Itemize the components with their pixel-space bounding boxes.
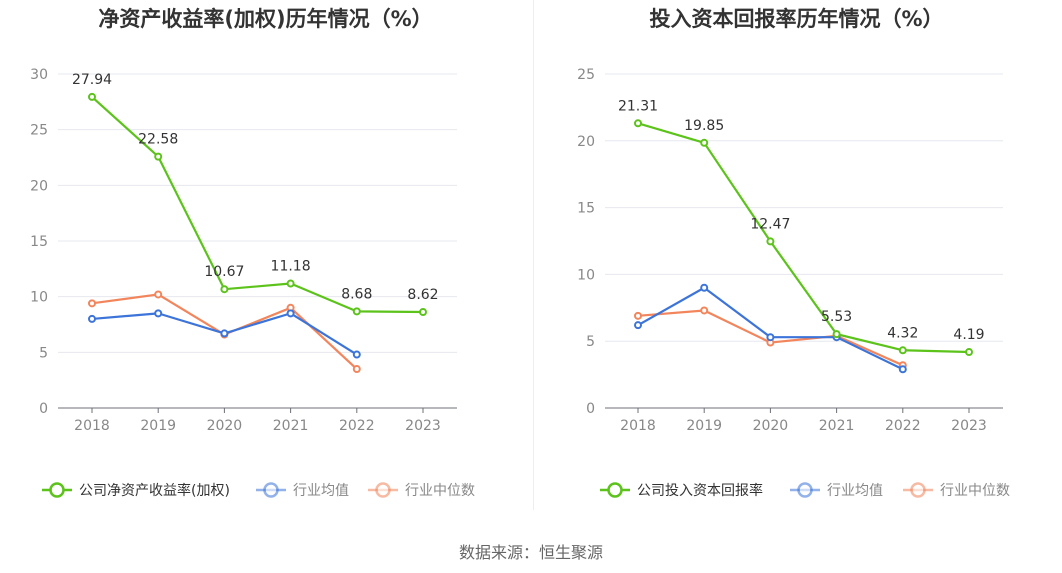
data-point-company[interactable]	[766, 237, 775, 246]
y-tick-label: 0	[39, 401, 48, 417]
data-point-median[interactable]	[352, 365, 361, 374]
data-point-company[interactable]	[88, 92, 96, 101]
legend-label: 行业均值	[293, 483, 349, 499]
x-tick-label: 2020	[753, 418, 789, 434]
data-point-company[interactable]	[220, 285, 229, 294]
data-point-median[interactable]	[700, 306, 709, 315]
legend-marker	[263, 482, 279, 498]
series-line-company	[637, 122, 970, 354]
roic-chart-panel: 投入资本回报率历年情况（%） 0 5 10 15 20 25 2018 2019 2020 202…	[531, 0, 1062, 520]
y-tick-label: 20	[577, 134, 595, 150]
data-point-company[interactable]	[965, 348, 973, 357]
data-label: 21.31	[618, 98, 658, 114]
data-point-company[interactable]	[898, 346, 907, 355]
data-label: 8.62	[407, 287, 438, 303]
legend-label: 行业中位数	[405, 483, 475, 499]
data-point-avg[interactable]	[700, 283, 709, 292]
data-point-company[interactable]	[700, 138, 709, 147]
roic-chart-svg: 0 5 10 15 20 25 2018 2019 2020 2021 2022 2023 21.31 1…	[577, 67, 1010, 499]
x-tick-label: 2019	[686, 418, 722, 434]
x-tick-label: 2021	[273, 418, 309, 434]
roe-chart-svg: 0 5 10 15 20 25 30 2018 2019 2020 2021 2022 2023 27.9…	[30, 67, 475, 499]
legend-marker	[607, 482, 623, 498]
x-tick-label: 2022	[339, 418, 375, 434]
y-tick-label: 30	[30, 67, 48, 83]
legend-item-avg[interactable]: 行业均值	[790, 482, 883, 499]
legend-label: 行业中位数	[940, 483, 1010, 499]
data-point-avg[interactable]	[766, 333, 775, 342]
x-tick-label: 2018	[620, 418, 656, 434]
series-line-company	[91, 96, 424, 314]
legend-label: 公司净资产收益率(加权)	[79, 482, 230, 499]
data-point-company[interactable]	[634, 119, 642, 128]
chart-title: 投入资本回报率历年情况（%）	[649, 7, 944, 31]
y-tick-label: 20	[30, 178, 48, 194]
y-tick-label: 25	[577, 67, 595, 83]
panel-divider	[533, 0, 534, 510]
data-source-note: 数据来源：恒生聚源	[458, 543, 603, 562]
x-tick-label: 2019	[140, 418, 176, 434]
data-point-company[interactable]	[832, 330, 841, 339]
data-point-company[interactable]	[419, 308, 427, 317]
chart-title: 净资产收益率(加权)历年情况（%）	[98, 7, 433, 31]
data-point-company[interactable]	[154, 152, 163, 161]
data-point-avg[interactable]	[154, 309, 163, 318]
data-label: 8.68	[341, 286, 372, 302]
y-tick-label: 5	[586, 334, 595, 350]
data-point-median[interactable]	[154, 290, 163, 299]
data-label: 11.18	[271, 259, 311, 275]
legend-item-company[interactable]: 公司投入资本回报率	[600, 482, 763, 499]
x-tick-label: 2018	[74, 418, 110, 434]
x-tick-label: 2023	[951, 418, 987, 434]
legend-label: 行业均值	[827, 483, 883, 499]
data-point-avg[interactable]	[352, 350, 361, 359]
y-tick-label: 15	[577, 201, 595, 217]
legend-marker	[910, 482, 926, 498]
legend-item-median[interactable]: 行业中位数	[368, 482, 475, 499]
y-tick-label: 25	[30, 123, 48, 139]
data-point-median[interactable]	[634, 311, 642, 320]
x-tick-label: 2021	[819, 418, 855, 434]
data-label: 22.58	[138, 132, 178, 148]
y-tick-label: 10	[577, 267, 595, 283]
x-tick-label: 2022	[885, 418, 921, 434]
data-label: 19.85	[684, 118, 724, 134]
data-point-avg[interactable]	[88, 314, 96, 323]
data-point-avg[interactable]	[634, 321, 642, 330]
legend-marker	[797, 482, 813, 498]
data-label: 10.67	[204, 264, 244, 280]
series-line-avg	[637, 286, 904, 371]
x-tick-label: 2023	[405, 418, 441, 434]
data-point-avg[interactable]	[286, 309, 295, 318]
data-label: 5.53	[821, 309, 852, 325]
y-tick-label: 10	[30, 290, 48, 306]
data-point-company[interactable]	[352, 307, 361, 316]
data-label: 4.19	[953, 327, 984, 343]
y-tick-label: 0	[586, 401, 595, 417]
legend-item-company[interactable]: 公司净资产收益率(加权)	[42, 482, 230, 499]
legend-item-median[interactable]: 行业中位数	[903, 482, 1010, 499]
data-label: 27.94	[72, 72, 112, 88]
legend-marker	[375, 482, 391, 498]
legend-marker	[49, 482, 65, 498]
data-point-company[interactable]	[286, 279, 295, 288]
legend-label: 公司投入资本回报率	[637, 482, 763, 499]
x-tick-label: 2020	[207, 418, 243, 434]
data-label: 4.32	[887, 325, 918, 341]
legend-item-avg[interactable]: 行业均值	[256, 482, 349, 499]
data-point-avg[interactable]	[220, 329, 229, 338]
y-tick-label: 15	[30, 234, 48, 250]
data-label: 12.47	[750, 216, 790, 232]
data-point-median[interactable]	[88, 299, 96, 308]
data-point-avg[interactable]	[898, 365, 907, 374]
y-tick-label: 5	[39, 345, 48, 361]
roe-chart-panel: 净资产收益率(加权)历年情况（%） 0 5 10 15 20 25 30 2018 2019 20…	[0, 0, 531, 520]
